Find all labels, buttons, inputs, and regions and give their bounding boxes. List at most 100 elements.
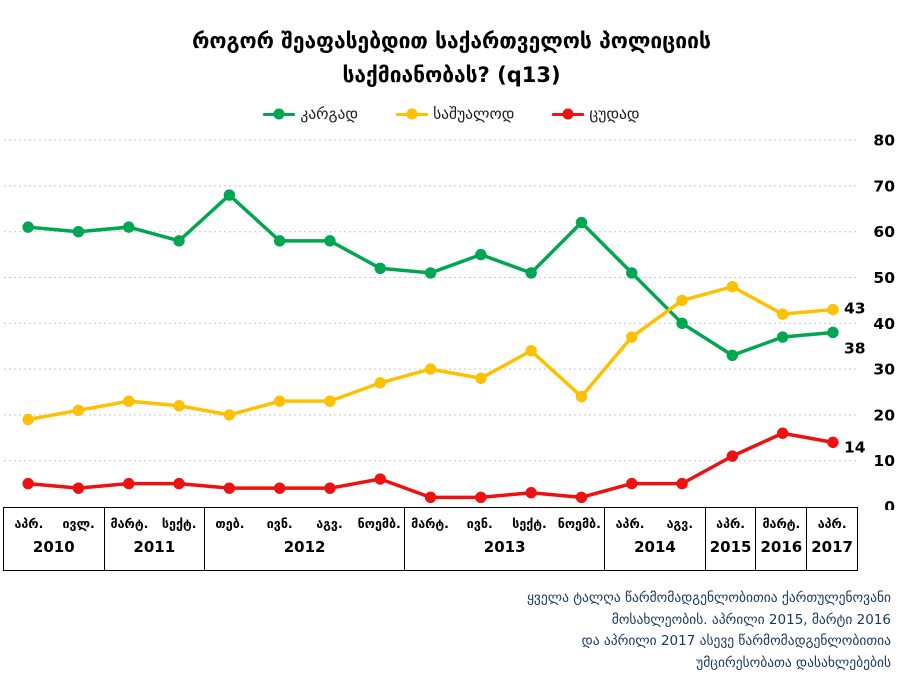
y-axis-tick-label: 30 — [873, 361, 895, 379]
x-axis-month: აგვ. — [666, 516, 694, 531]
end-label-average: 43 — [844, 300, 866, 318]
x-axis-month: სექტ. — [512, 516, 547, 531]
series-marker-bad — [374, 473, 386, 485]
series-marker-good — [173, 235, 185, 247]
y-axis-tick-label: 60 — [873, 223, 895, 241]
x-axis-month: მარტ. — [110, 516, 149, 531]
series-line-average — [26, 284, 835, 422]
legend-marker-bad-icon — [552, 108, 585, 120]
series-marker-good — [776, 331, 789, 343]
x-axis-months: მარტ. ივნ. სექტ. ნოემბ. — [405, 516, 604, 531]
x-axis-year: 2010 — [32, 538, 75, 556]
legend-marker-good-icon — [263, 108, 296, 120]
chart-title: როგორ შეაფასებდით საქართველოს პოლიციის ს… — [0, 24, 903, 92]
series-marker-average — [173, 400, 185, 412]
legend-item-good: კარგად — [263, 105, 358, 123]
x-axis-months: თებ. ივნ. აგვ. ნოემბ. — [205, 516, 404, 531]
series-marker-bad — [827, 436, 839, 449]
line-chart-plot-area: 0 10 20 30 40 50 60 70 80 38 43 14 — [4, 132, 895, 510]
legend-label-average: საშუალოდ — [433, 105, 515, 123]
x-axis-group-2015: აპრ. 2015 — [706, 508, 757, 570]
x-axis-table: აპრ. ივლ. 2010 მარტ. სექტ. 2011 თებ. ივნ… — [3, 507, 858, 571]
x-axis-month: აგვ. — [316, 516, 343, 531]
series-marker-bad — [273, 482, 286, 494]
series-marker-bad — [575, 491, 588, 504]
x-axis-year: 2017 — [811, 538, 853, 556]
legend-label-good: კარგად — [300, 105, 359, 123]
footnote-line: მოსახლეობის. აპრილი 2015, მარტი 2016 — [611, 611, 891, 628]
x-axis-group-2011: მარტ. სექტ. 2011 — [105, 508, 206, 570]
series-marker-bad — [776, 427, 789, 439]
series-marker-average — [776, 308, 789, 320]
series-marker-bad — [525, 487, 537, 499]
legend-item-bad: ცუდად — [552, 105, 640, 123]
x-axis-month: აპრ. — [716, 516, 746, 531]
y-axis-tick-label: 10 — [873, 452, 895, 470]
series-marker-good — [223, 189, 236, 201]
y-axis-tick-label: 50 — [873, 269, 895, 287]
x-axis-months: აპრ. — [807, 516, 857, 531]
series-marker-good — [324, 235, 336, 247]
series-marker-average — [324, 395, 336, 407]
footnote-line: და აპრილი 2017 ასევე წარმომადგენლობითია — [581, 633, 891, 649]
x-axis-year: 2014 — [634, 538, 676, 556]
series-marker-average — [525, 345, 537, 357]
x-axis-months: აპრ. — [706, 516, 756, 531]
series-marker-good — [676, 317, 688, 329]
series-marker-good — [374, 262, 386, 275]
end-label-good: 38 — [844, 339, 866, 357]
series-marker-good — [424, 267, 437, 279]
series-marker-average — [575, 390, 588, 403]
series-marker-good — [22, 221, 34, 233]
x-axis-months: აპრ. აგვ. — [605, 516, 705, 531]
series-marker-average — [273, 395, 286, 407]
series-marker-good — [72, 226, 85, 238]
series-marker-bad — [324, 482, 336, 494]
x-axis-month: ივნ. — [266, 516, 293, 531]
x-axis-month: ივნ. — [466, 516, 493, 531]
x-axis-group-2016: მარტ. 2016 — [756, 508, 808, 570]
x-axis-year: 2013 — [483, 538, 526, 556]
x-axis-group-2012: თებ. ივნ. აგვ. ნოემბ. 2012 — [205, 508, 406, 570]
series-marker-average — [123, 395, 135, 407]
y-axis-tick-label: 0 — [884, 498, 895, 510]
x-axis-month: აპრ. — [817, 516, 847, 531]
series-marker-bad — [424, 491, 437, 504]
series-marker-average — [424, 363, 437, 375]
x-axis-group-2014: აპრ. აგვ. 2014 — [605, 508, 706, 570]
chart-title-line2: საქმიანობას? (q13) — [342, 63, 561, 87]
series-marker-good — [123, 221, 135, 233]
x-axis-group-2013: მარტ. ივნ. სექტ. ნოემბ. 2013 — [405, 508, 606, 570]
footnote: ყველა ტალღა წარმომადგენლობითია ქართულენო… — [411, 588, 891, 674]
x-axis-month: მარტ. — [762, 516, 801, 531]
series-marker-average — [374, 377, 386, 389]
x-axis-months: მარტ. სექტ. — [105, 516, 205, 531]
series-marker-good — [626, 267, 638, 279]
x-axis-group-2010: აპრ. ივლ. 2010 — [4, 508, 105, 570]
x-axis-month: აპრ. — [615, 516, 645, 531]
footnote-line: ყველა ტალღა წარმომადგენლობითია ქართულენო… — [526, 590, 891, 606]
series-marker-good — [525, 267, 537, 279]
series-line-bad — [26, 431, 835, 500]
x-axis-year: 2012 — [283, 538, 326, 556]
series-marker-average — [72, 404, 85, 417]
series-marker-average — [626, 331, 638, 343]
series-marker-good — [575, 216, 588, 229]
y-axis-tick-label: 80 — [873, 132, 895, 150]
y-axis-tick-label: 40 — [873, 315, 895, 333]
series-marker-good — [726, 349, 739, 362]
series-marker-average — [827, 303, 839, 316]
end-label-bad: 14 — [844, 438, 866, 456]
series-marker-good — [273, 235, 286, 247]
series-marker-bad — [475, 491, 487, 504]
series-marker-bad — [123, 477, 135, 490]
footnote-line: უმცირესობათა დასახლებების — [696, 654, 891, 671]
legend-item-average: საშუალოდ — [396, 105, 514, 123]
legend-label-bad: ცუდად — [589, 105, 640, 123]
x-axis-month: ნოემბ. — [357, 516, 401, 531]
series-marker-average — [676, 294, 688, 307]
x-axis-year: 2015 — [709, 538, 752, 556]
x-axis-month: აპრ. — [14, 516, 44, 531]
series-marker-bad — [72, 482, 85, 494]
